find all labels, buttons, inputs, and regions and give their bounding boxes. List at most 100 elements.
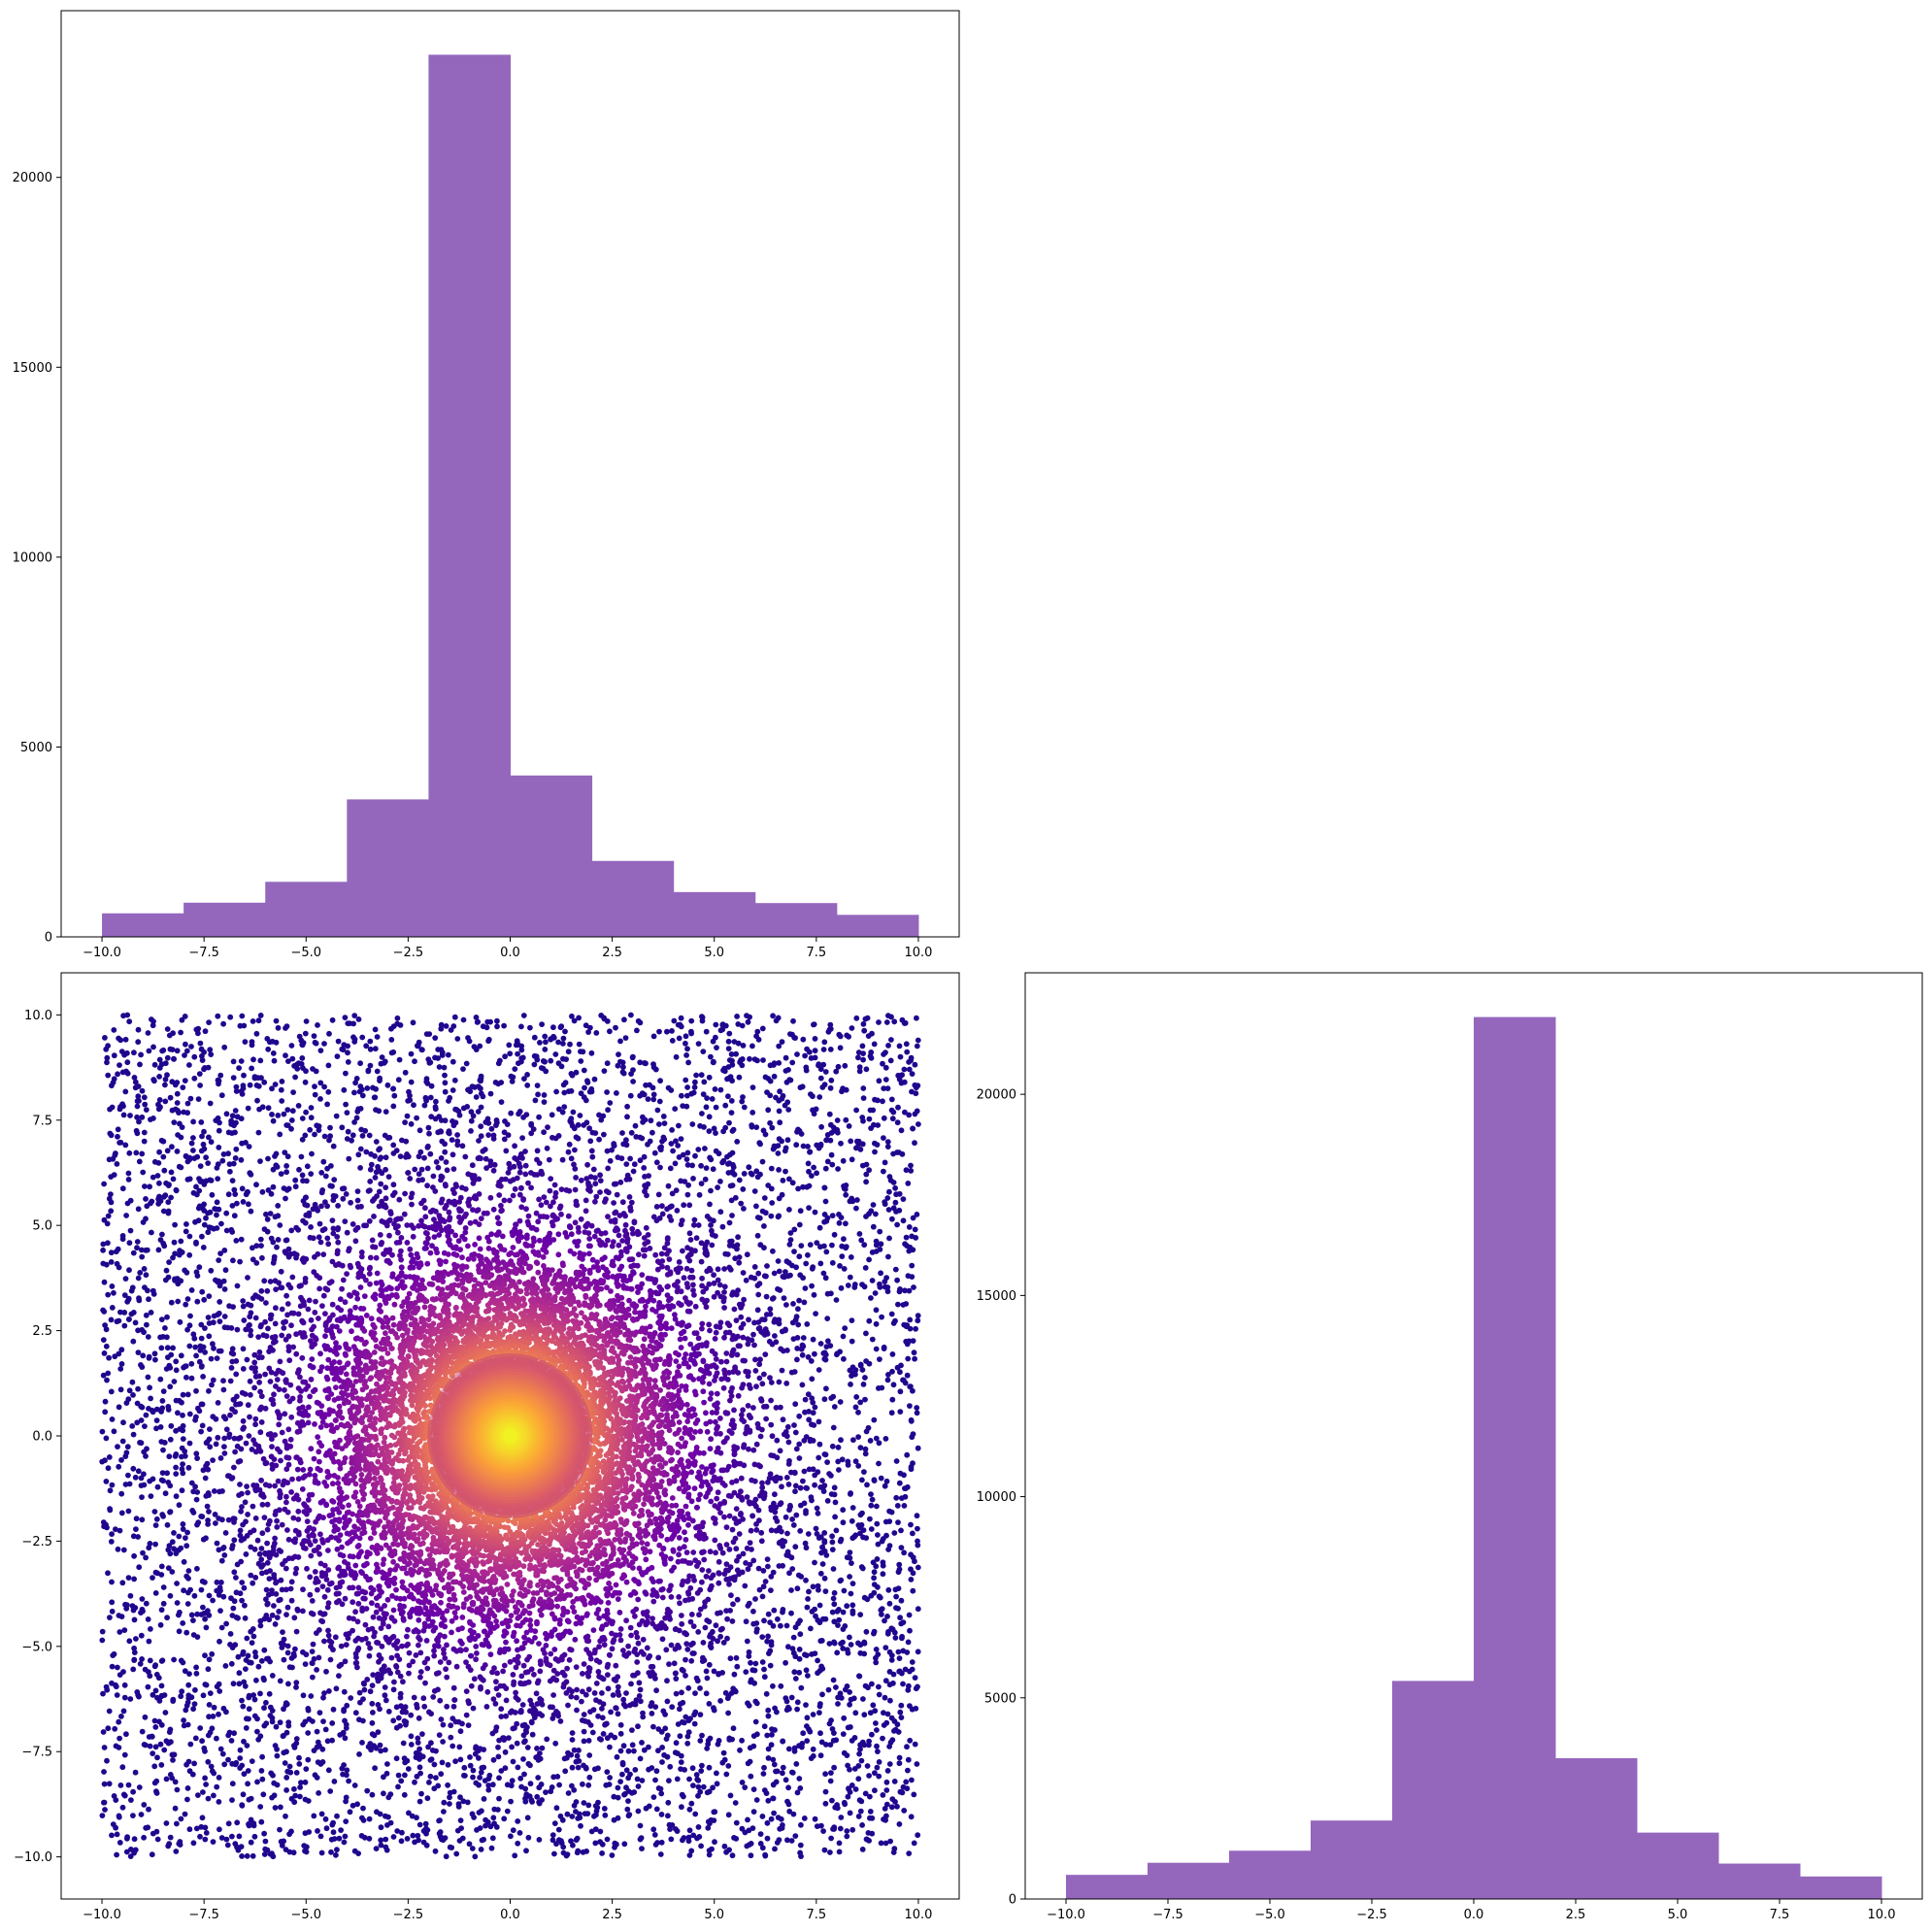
density-scatter-point — [886, 1235, 892, 1242]
density-scatter-point — [545, 1124, 550, 1130]
density-scatter-point — [665, 1183, 672, 1189]
density-scatter-point — [220, 1705, 227, 1712]
density-scatter-point — [493, 1724, 500, 1731]
density-scatter-point — [143, 1196, 149, 1202]
density-scatter-point — [764, 1835, 771, 1842]
density-scatter-point — [906, 1066, 913, 1073]
density-scatter-point — [729, 1128, 736, 1134]
density-scatter-point — [656, 1098, 663, 1105]
density-scatter-point — [382, 1684, 388, 1690]
density-scatter-point — [357, 1165, 363, 1171]
density-scatter-point — [588, 1148, 595, 1154]
density-scatter-point — [241, 1022, 248, 1029]
density-scatter-point — [315, 1022, 320, 1028]
density-scatter-point — [792, 1676, 799, 1682]
density-scatter-point — [134, 1103, 141, 1110]
density-scatter-point — [359, 1034, 366, 1041]
density-scatter-point — [421, 1154, 427, 1161]
density-scatter-point — [288, 1125, 294, 1132]
density-scatter-point — [678, 1766, 683, 1772]
density-scatter-point — [333, 1685, 340, 1692]
density-scatter-point — [278, 1804, 283, 1811]
density-scatter-point — [849, 1317, 855, 1323]
density-scatter-point — [609, 1852, 616, 1858]
density-scatter-point — [785, 1439, 792, 1446]
density-scatter-point — [809, 1376, 816, 1382]
density-scatter-point — [869, 1249, 876, 1255]
density-scatter-point — [117, 1139, 124, 1146]
density-scatter-point — [120, 1103, 126, 1110]
density-scatter-point — [156, 1097, 163, 1103]
density-scatter-point — [416, 1821, 423, 1828]
density-scatter-point — [880, 1559, 886, 1566]
density-scatter-point — [810, 1712, 816, 1717]
density-scatter-point — [688, 1017, 695, 1024]
density-scatter-point — [293, 1680, 300, 1685]
density-scatter-point — [852, 1786, 859, 1792]
density-scatter-point — [900, 1648, 907, 1654]
density-scatter-point — [485, 1132, 492, 1138]
density-scatter-point — [764, 1556, 771, 1562]
density-scatter-point — [455, 1801, 462, 1808]
density-scatter-point — [796, 1413, 803, 1419]
density-scatter-point — [161, 1692, 168, 1698]
density-scatter-point — [524, 1083, 531, 1088]
density-scatter-point — [257, 1236, 264, 1243]
density-scatter-point — [864, 1763, 871, 1769]
density-scatter-point — [293, 1254, 299, 1261]
density-scatter-point — [865, 1033, 872, 1039]
density-scatter-point — [473, 1047, 480, 1052]
density-scatter-point — [408, 1120, 415, 1127]
density-scatter-point — [426, 1709, 432, 1715]
density-scatter-point — [180, 1391, 186, 1398]
density-scatter-point — [422, 1820, 429, 1827]
density-scatter-point — [240, 1417, 247, 1424]
density-scatter-point — [885, 1013, 891, 1018]
density-scatter-point — [857, 1612, 864, 1617]
density-scatter-point — [750, 1620, 757, 1627]
density-scatter-point — [884, 1085, 891, 1091]
density-scatter-point — [143, 1216, 149, 1222]
density-scatter-point — [816, 1145, 822, 1151]
density-scatter-point — [844, 1683, 850, 1689]
density-scatter-point — [173, 1451, 180, 1457]
density-scatter-point — [914, 1513, 920, 1519]
density-scatter-point — [520, 1013, 527, 1018]
density-scatter-point — [215, 1434, 221, 1441]
density-scatter-point — [560, 1055, 566, 1062]
density-scatter-point — [741, 1171, 748, 1177]
density-scatter-point — [145, 1683, 151, 1690]
density-scatter-point — [664, 1732, 671, 1739]
density-scatter-point — [421, 1703, 428, 1710]
density-scatter-point — [764, 1819, 771, 1826]
density-scatter-point — [684, 1162, 691, 1168]
density-scatter-point — [895, 1649, 902, 1655]
density-scatter-point — [797, 1631, 804, 1638]
density-scatter-point — [709, 1096, 716, 1102]
density-scatter-point — [515, 1840, 521, 1847]
density-scatter-point — [357, 1060, 363, 1067]
density-scatter-point — [508, 1110, 515, 1116]
density-scatter-point — [330, 1819, 336, 1826]
density-scatter-point — [150, 1022, 156, 1029]
density-scatter-point — [835, 1063, 842, 1070]
density-scatter-point — [906, 1850, 913, 1856]
density-scatter-point — [912, 1140, 917, 1147]
density-scatter-point — [860, 1020, 867, 1027]
density-scatter-point — [146, 1638, 152, 1645]
density-scatter-point — [574, 1835, 581, 1842]
density-scatter-point — [250, 1527, 257, 1534]
density-scatter-point — [369, 1700, 376, 1707]
density-scatter-point — [123, 1449, 130, 1456]
density-scatter-point — [862, 1682, 869, 1689]
density-scatter-point — [721, 1266, 727, 1272]
density-scatter-point — [260, 1675, 267, 1682]
density-scatter-point — [188, 1694, 195, 1701]
density-scatter-point — [114, 1161, 120, 1167]
density-scatter-point — [909, 1777, 915, 1783]
density-scatter-point — [668, 1141, 675, 1147]
density-scatter-point — [878, 1475, 884, 1482]
density-scatter-point — [888, 1804, 895, 1811]
density-scatter-point — [909, 1071, 916, 1077]
